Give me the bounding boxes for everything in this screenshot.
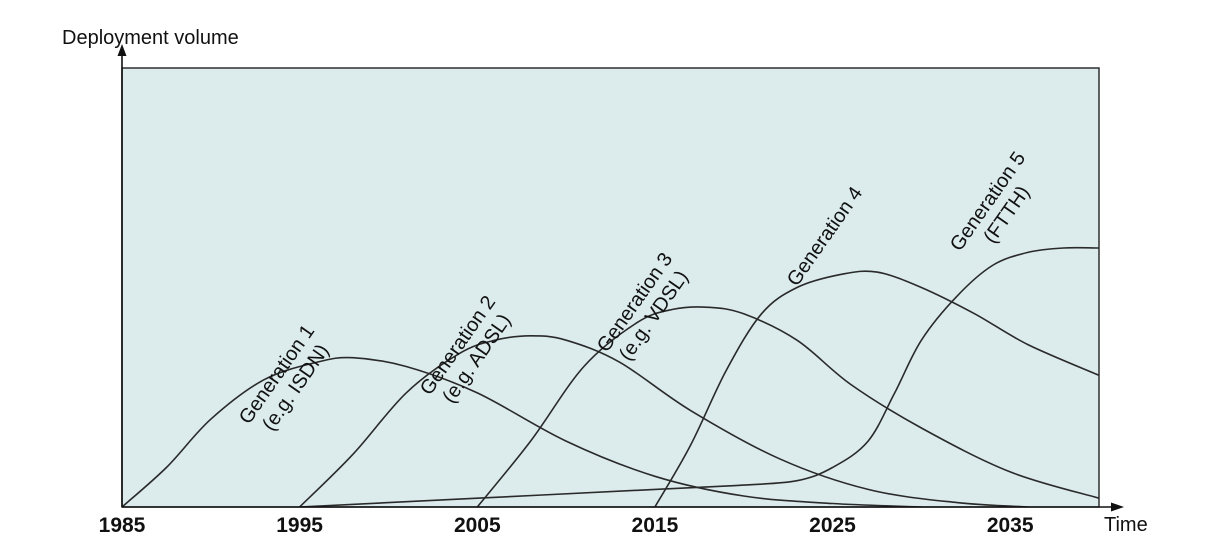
- x-tick-label: 2005: [454, 514, 501, 537]
- x-tick-label: 2025: [809, 514, 856, 537]
- x-tick-label: 2035: [987, 514, 1034, 537]
- series-line-generation-3: [476, 306, 1099, 507]
- series-line-generation-2: [299, 334, 1028, 507]
- series-line-generation-1: [122, 356, 922, 507]
- plot-area: [121, 67, 1100, 508]
- x-axis-title: Time: [1104, 514, 1148, 536]
- y-axis-title: Deployment volume: [62, 27, 239, 49]
- series-line-generation-4: [654, 270, 1099, 507]
- series-lines: [122, 246, 1099, 507]
- x-tick-label: 2015: [632, 514, 679, 537]
- x-tick-label: 1995: [276, 514, 323, 537]
- x-tick-labels: 1985 1995 2005 2015 2025 2035: [99, 514, 1034, 537]
- x-tick-label: 1985: [99, 514, 146, 537]
- x-axis-arrow: [1111, 502, 1124, 512]
- y-axis-arrow: [117, 44, 127, 56]
- series-line-generation-5: [299, 246, 1099, 507]
